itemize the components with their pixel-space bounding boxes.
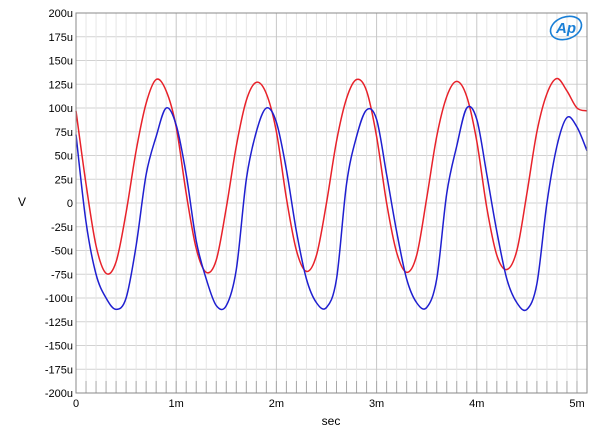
- y-tick-labels: 200u 175u 150u 125u 100u 75u 50u 25u 0 -25u -50u -7…: [45, 8, 73, 400]
- y-tick-label: -50u: [51, 246, 73, 258]
- plot-frame: [75, 12, 588, 394]
- y-tick-label: 75u: [55, 127, 73, 139]
- minor-x-ticks: [75, 381, 588, 393]
- y-tick-label: 50u: [55, 151, 73, 163]
- y-tick-label: -125u: [45, 317, 73, 329]
- x-axis-title: sec: [322, 414, 341, 428]
- x-tick-labels: 0 1m 2m 3m 4m 5m: [73, 398, 585, 410]
- x-tick-label: 5m: [569, 398, 584, 410]
- x-tick-label: 1m: [169, 398, 184, 410]
- y-tick-label: 0: [67, 198, 73, 210]
- y-tick-label: -175u: [45, 364, 73, 376]
- y-tick-label: 125u: [49, 79, 73, 91]
- x-tick-label: 4m: [469, 398, 484, 410]
- x-tick-label: 2m: [269, 398, 284, 410]
- y-axis-title: V: [18, 195, 26, 209]
- y-tick-label: -75u: [51, 269, 73, 281]
- y-tick-label: -200u: [45, 388, 73, 400]
- series-group: [75, 77, 588, 312]
- y-tick-label: 25u: [55, 174, 73, 186]
- y-tick-label: 200u: [49, 8, 73, 20]
- ap-logo: Ap: [549, 15, 583, 41]
- y-tick-label: 100u: [49, 103, 73, 115]
- x-tick-label: 0: [73, 398, 79, 410]
- y-tick-label: -100u: [45, 293, 73, 305]
- y-tick-label: -25u: [51, 222, 73, 234]
- ap-logo-text: Ap: [555, 20, 576, 37]
- y-tick-label: 150u: [49, 56, 73, 68]
- x-tick-label: 3m: [369, 398, 384, 410]
- y-tick-label: 175u: [49, 32, 73, 44]
- series-line-1: [75, 77, 588, 275]
- y-tick-label: -150u: [45, 341, 73, 353]
- series-line-2: [75, 105, 588, 312]
